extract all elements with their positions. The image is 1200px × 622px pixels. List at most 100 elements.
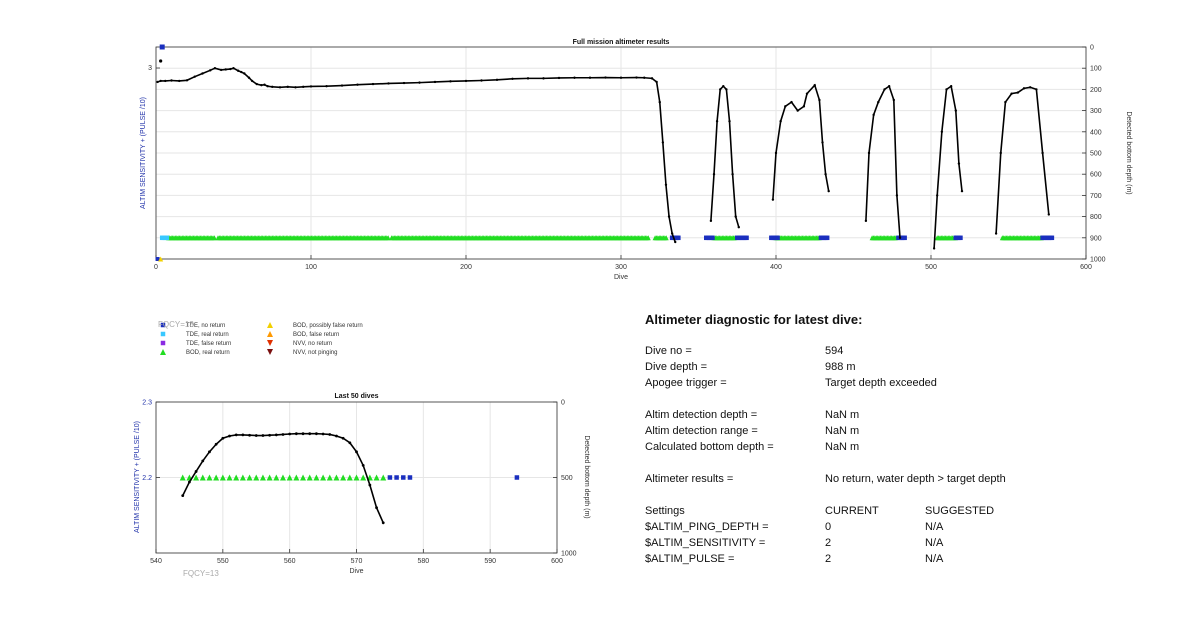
y-right-tick-label: 900	[1090, 235, 1102, 242]
depth-point	[827, 189, 830, 193]
y-right-tick-label: 600	[1090, 172, 1102, 179]
depth-point	[232, 67, 235, 70]
setting-name: $ALTIM_PULSE =	[645, 553, 735, 565]
y-left-tick-label: 2.3	[142, 400, 152, 407]
depth-point	[1035, 88, 1038, 91]
depth-point	[495, 78, 499, 82]
depth-point	[255, 82, 258, 86]
depth-point	[301, 432, 305, 436]
depth-line-segment	[772, 83, 830, 200]
legend-triangle-down-icon	[267, 340, 273, 346]
calc-bottom-row: Calculated bottom depth = NaN m	[645, 439, 1125, 455]
legend-square-icon	[160, 322, 166, 328]
bod-real-return-marker	[286, 474, 293, 481]
x-axis-label: Dive	[349, 568, 363, 575]
depth-point	[213, 67, 217, 70]
depth-point	[274, 433, 278, 437]
depth-point	[731, 173, 734, 176]
depth-point	[821, 141, 824, 144]
depth-point	[325, 85, 328, 88]
bod-real-return-marker	[313, 474, 320, 481]
bod-real-return-marker	[320, 474, 327, 481]
depth-point	[960, 189, 964, 193]
depth-point	[368, 483, 372, 487]
legend-label: NVV, not pinging	[293, 350, 337, 356]
depth-point	[185, 79, 189, 82]
legend-triangle-up-icon	[267, 322, 273, 328]
depth-point	[228, 434, 231, 438]
depth-point	[181, 494, 185, 498]
depth-point	[771, 198, 775, 201]
depth-point	[779, 120, 782, 123]
bod-real-return-marker	[246, 474, 253, 481]
y-left-tick-label: 2.2	[142, 475, 152, 482]
depth-point	[193, 75, 196, 78]
depth-point	[661, 141, 665, 144]
depth-point	[294, 432, 298, 436]
depth-point	[1047, 213, 1051, 216]
depth-point	[542, 77, 545, 80]
bod-real-return-marker	[360, 474, 367, 481]
current-header: CURRENT	[825, 505, 879, 517]
bod-real-return-marker	[380, 474, 387, 481]
dive-depth-row: Dive depth = 988 m	[645, 359, 1125, 375]
x-tick-label: 570	[351, 558, 363, 565]
tde-no-return-marker	[676, 235, 681, 241]
altim-depth-value: NaN m	[825, 409, 860, 421]
legend-label: TDE, no return	[186, 323, 225, 329]
suggested-header: SUGGESTED	[925, 505, 995, 517]
depth-point	[321, 432, 325, 436]
depth-point	[872, 113, 875, 117]
depth-point	[877, 100, 880, 104]
depth-point	[201, 72, 204, 75]
depth-point	[898, 236, 902, 239]
depth-line-segment	[933, 84, 963, 249]
depth-point	[511, 77, 514, 81]
depth-point	[170, 79, 173, 82]
depth-point	[737, 226, 740, 229]
depth-point	[241, 433, 245, 437]
bod-real-return-marker	[346, 474, 353, 481]
depth-point	[824, 173, 827, 176]
chart-title: Full mission altimeter results	[573, 39, 670, 46]
y-left-axis-label: ALTIM SENSITIVITY + (PULSE /10)	[134, 421, 141, 533]
tde-real-return-marker	[164, 235, 170, 241]
tde-no-return-marker	[710, 235, 715, 241]
x-tick-label: 600	[551, 558, 563, 565]
bod-real-return-marker	[179, 474, 186, 481]
depth-point	[1010, 92, 1013, 95]
bod-real-return-marker	[273, 474, 280, 481]
settings-label: Settings	[645, 505, 685, 517]
depth-point	[635, 76, 638, 79]
depth-point	[957, 162, 961, 165]
depth-point	[402, 81, 406, 85]
altim-depth-label: Altim detection depth =	[645, 409, 758, 421]
tde-no-return-marker	[902, 235, 907, 241]
bod-possibly-false-marker	[158, 256, 164, 262]
x-tick-label: 500	[925, 264, 937, 271]
results-label: Altimeter results =	[645, 473, 734, 485]
depth-point	[588, 76, 592, 79]
depth-point	[999, 151, 1002, 155]
depth-point	[818, 98, 821, 102]
x-tick-label: 550	[217, 558, 229, 565]
bod-real-return-marker	[211, 235, 217, 241]
bod-real-return-marker	[206, 474, 213, 481]
tde-no-return-marker	[744, 235, 749, 241]
depth-line-segment	[865, 84, 901, 238]
depth-point	[302, 85, 305, 89]
tde-no-return-marker	[514, 475, 520, 480]
y-right-axis-label: Detected bottom depth (m)	[1125, 111, 1132, 194]
y-right-tick-label: 200	[1090, 87, 1102, 94]
depth-point	[375, 506, 378, 510]
bod-real-return-marker	[353, 474, 360, 481]
depth-point	[864, 219, 868, 223]
depth-point	[994, 232, 998, 235]
setting-suggested: N/A	[925, 537, 944, 549]
depth-point	[234, 433, 238, 437]
bod-real-return-marker	[663, 235, 669, 241]
setting-current: 2	[825, 553, 832, 565]
dive-no-label: Dive no =	[645, 345, 692, 357]
depth-point	[573, 76, 576, 79]
y-right-tick-label: 300	[1090, 108, 1102, 115]
